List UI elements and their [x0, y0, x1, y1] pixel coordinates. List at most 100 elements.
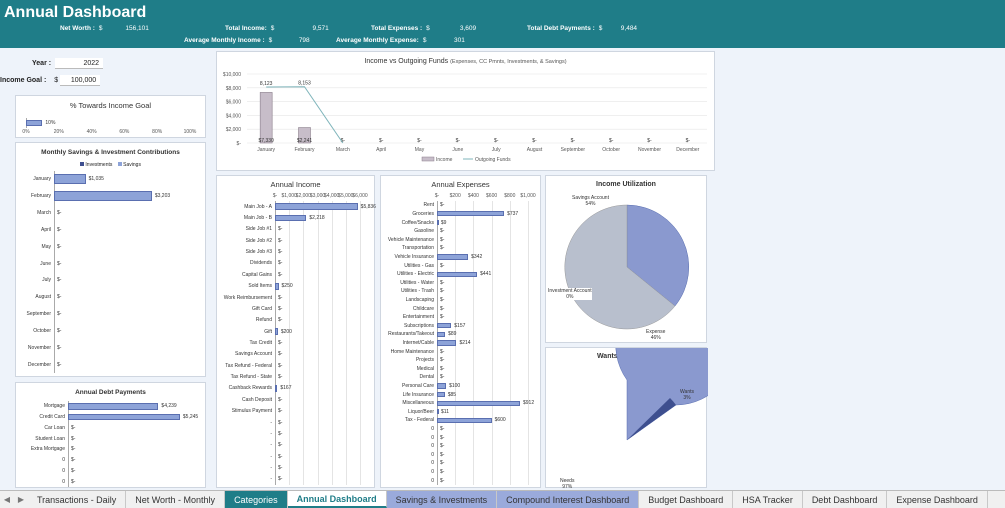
- tab-compound-interest-dashboard[interactable]: Compound Interest Dashboard: [497, 491, 640, 508]
- data-label: $-: [71, 457, 76, 464]
- chart-title: Income vs Outgoing Funds (Expenses, CC P…: [364, 58, 567, 65]
- category-label: Projects: [415, 357, 434, 364]
- category-label: Landscaping: [405, 296, 434, 303]
- savings-chart[interactable]: Monthly Savings & Investment Contributio…: [15, 142, 206, 377]
- category-label: 0: [431, 460, 434, 467]
- category-label: Refund: [255, 317, 272, 324]
- category-label: Vehicle Maintenance: [387, 236, 434, 243]
- year-input[interactable]: 2022: [55, 58, 104, 69]
- category-label: April: [40, 226, 51, 233]
- category-label: Personal Care: [402, 383, 434, 390]
- total-debt-value: 9,484: [620, 25, 638, 32]
- tab-annual-dashboard[interactable]: Annual Dashboard: [287, 491, 387, 508]
- category-label: December: [27, 361, 51, 368]
- category-label: Vehicle Insurance: [394, 253, 434, 260]
- category-label: June: [40, 260, 51, 267]
- annual-expenses-chart[interactable]: Annual Expenses $- $200 $400 $600 $800 $1,000…: [380, 175, 541, 488]
- data-label: $157: [454, 322, 466, 329]
- tab-hsa-tracker[interactable]: HSA Tracker: [733, 491, 803, 508]
- x-tick-label: $200: [449, 193, 461, 199]
- data-label: $-: [440, 279, 445, 286]
- income-goal-chart[interactable]: % Towards Income Goal 0% 20% 40% 60% 80% 100%…: [15, 95, 206, 138]
- data-label: $-: [440, 228, 445, 235]
- total-expenses-summary: Total Expenses : $ 3,609: [371, 25, 476, 37]
- tab-budget-dashboard[interactable]: Budget Dashboard: [639, 491, 734, 508]
- category-label: Credit Card: [39, 414, 65, 421]
- data-label: $100: [449, 383, 461, 390]
- debt-chart[interactable]: Annual Debt Payments Mortgage $4,239 Credi…: [15, 382, 206, 488]
- prev-sheet-icon[interactable]: ◀: [3, 495, 11, 504]
- tab-categories[interactable]: Categories: [225, 491, 288, 508]
- bar: [437, 392, 445, 398]
- x-tick-label: August: [527, 147, 543, 153]
- data-label: $-: [440, 305, 445, 312]
- x-tick-label: $4,000: [324, 193, 340, 199]
- category-label: -: [270, 464, 272, 471]
- tab-net-worth-monthly[interactable]: Net Worth - Monthly: [126, 491, 226, 508]
- data-label: $250: [281, 283, 293, 290]
- category-label: Tax Refund - State: [230, 374, 272, 381]
- gridline: [491, 201, 493, 485]
- income-data-label: $-: [609, 138, 614, 144]
- plot-area: 0% 20% 40% 60% 80% 100% 10%: [22, 118, 200, 136]
- legend-swatch: [80, 162, 85, 166]
- category-label: Gasoline: [414, 228, 434, 235]
- tab-debt-dashboard[interactable]: Debt Dashboard: [803, 491, 888, 508]
- net-worth-value: 156,101: [125, 25, 149, 32]
- bar: [437, 219, 439, 226]
- x-tick-label: 0%: [22, 129, 30, 135]
- category-label: September: [26, 311, 51, 318]
- total-income-summary: Total Income: $ 9,571: [225, 25, 329, 37]
- chart-title: Annual Debt Payments: [75, 389, 146, 396]
- data-label: $-: [278, 226, 283, 233]
- pie-label: Savings Account 54%: [572, 195, 609, 207]
- chart-title: Income Utilization: [596, 181, 656, 188]
- tab-transactions-daily[interactable]: Transactions - Daily: [28, 491, 127, 508]
- data-label: $-: [57, 260, 62, 267]
- category-label: Student Loan: [35, 435, 65, 442]
- x-tick-label: $6,000: [352, 193, 368, 199]
- pie-label: Needs 97%: [560, 478, 575, 490]
- annual-income-chart[interactable]: Annual Income $- $1,000 $2,000 $3,000 $4,000…: [216, 175, 376, 488]
- category-label: Tax Credit: [249, 340, 272, 346]
- x-tick-label: $-: [434, 193, 440, 199]
- data-label: $-: [278, 362, 283, 369]
- income-data-label: $-: [341, 138, 346, 144]
- x-tick-label: $3,000: [309, 193, 326, 199]
- income-data-label: $-: [494, 138, 499, 144]
- pie-slice-wants: [627, 398, 676, 440]
- category-label: 0: [431, 426, 434, 433]
- income-data-label: $-: [647, 138, 652, 144]
- tab-expense-dashboard[interactable]: Expense Dashboard: [887, 491, 988, 508]
- income-vs-outgoing-chart[interactable]: Income vs Outgoing Funds (Expenses, CC P…: [216, 51, 715, 171]
- bar: [437, 409, 439, 415]
- plot-area: $10,000 $8,000 $6,000 $4,000 $2,000 $- $7,330 8…: [223, 72, 707, 163]
- x-tick-label: March: [336, 147, 350, 153]
- category-label: 0: [431, 451, 434, 458]
- data-label: $85: [447, 391, 457, 398]
- category-label: Medical: [416, 365, 434, 372]
- income-data-label: $-: [686, 138, 691, 144]
- income-utilization-chart[interactable]: Income Utilization Savings Account 54% In…: [545, 175, 707, 343]
- income-goal-input[interactable]: 100,000: [60, 75, 101, 86]
- x-tick-label: 20%: [53, 129, 64, 135]
- category-label: Transportation: [401, 245, 434, 252]
- data-label: $-: [278, 453, 283, 460]
- tab-savings-investments[interactable]: Savings & Investments: [386, 491, 498, 508]
- data-label: $-: [440, 296, 445, 303]
- x-tick-label: July: [492, 147, 501, 153]
- category-label: Work Reimbursement: [223, 294, 272, 301]
- legend: Investments Savings: [16, 162, 205, 168]
- sheet-tab-bar: ◀ ▶ Transactions - Daily Net Worth - Mont…: [0, 490, 1005, 508]
- data-label: $-: [57, 327, 62, 334]
- next-sheet-icon[interactable]: ▶: [17, 495, 25, 504]
- category-label: March: [37, 210, 51, 217]
- category-label: Entertainment: [402, 314, 434, 321]
- data-label: $-: [57, 311, 62, 318]
- category-label: -: [270, 419, 272, 426]
- bar: [437, 271, 478, 277]
- data-label: $214: [459, 340, 471, 346]
- category-label: Rent: [423, 202, 434, 209]
- data-label: $-: [278, 464, 283, 471]
